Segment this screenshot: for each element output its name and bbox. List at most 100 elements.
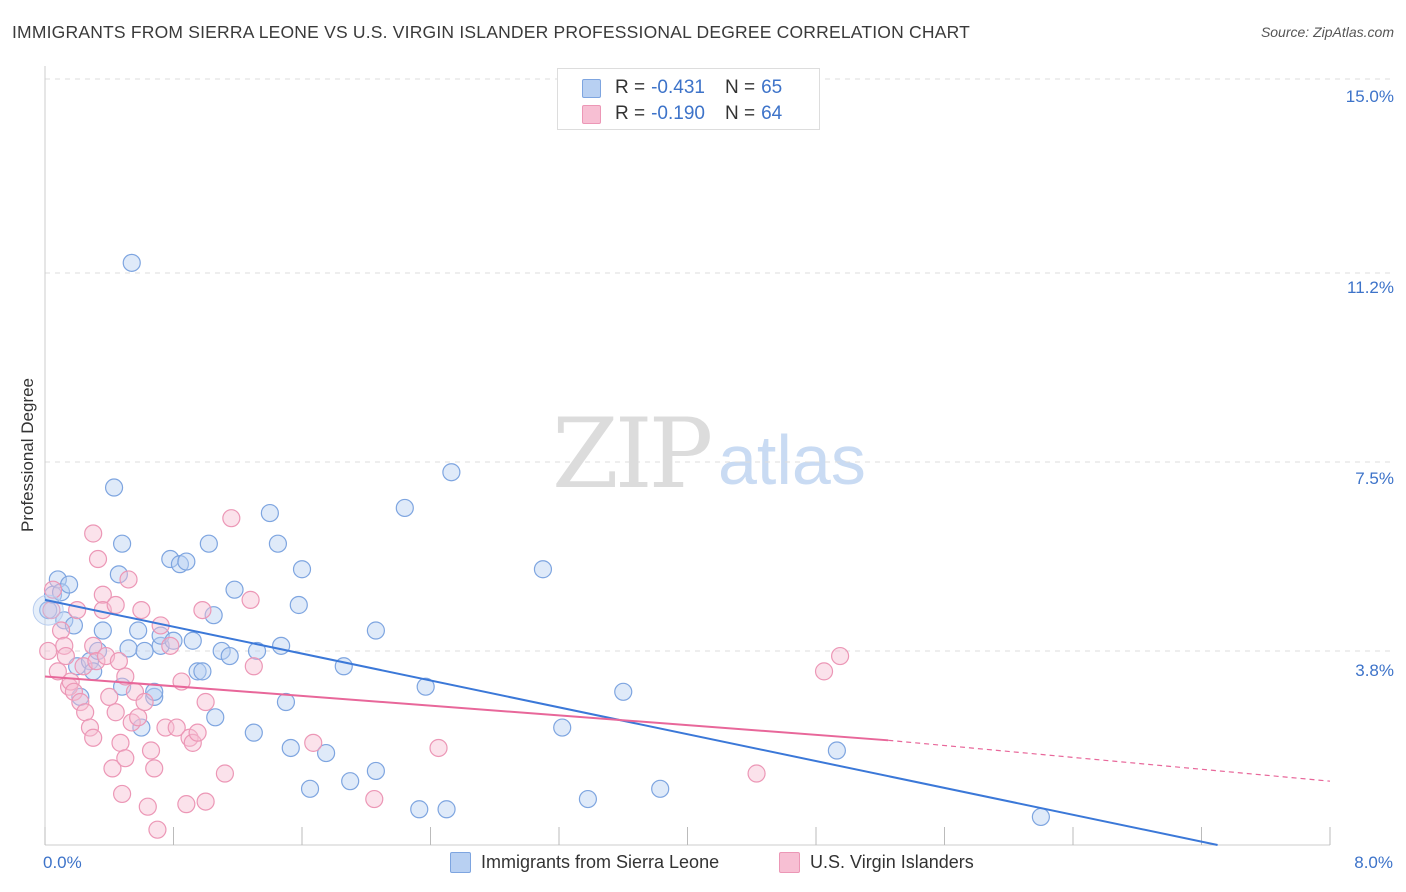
point-virgin-islanders xyxy=(112,784,132,804)
legend-n-value: 64 xyxy=(761,103,783,124)
point-virgin-islanders xyxy=(222,509,241,528)
point-sierra-leone xyxy=(225,580,244,599)
point-virgin-islanders xyxy=(196,792,215,811)
point-sierra-leone xyxy=(135,641,154,661)
legend-r-value: -0.431 xyxy=(651,77,705,98)
point-virgin-islanders xyxy=(304,733,323,752)
correlation-legend: R = -0.431 N = 65 R = -0.190 N = 64 xyxy=(557,68,820,130)
trendline-sierra-leone xyxy=(44,598,1218,846)
series-legend: Immigrants from Sierra Leone U.S. Virgin… xyxy=(0,852,1406,878)
point-virgin-islanders xyxy=(100,687,119,707)
point-sierra-leone xyxy=(442,463,461,482)
point-virgin-islanders xyxy=(830,646,850,666)
point-virgin-islanders xyxy=(39,641,58,661)
y-tick-label: 7.5% xyxy=(1355,469,1394,488)
point-virgin-islanders xyxy=(109,652,128,671)
point-virgin-islanders xyxy=(148,820,167,839)
watermark-atlas: atlas xyxy=(718,421,866,499)
point-sierra-leone xyxy=(410,800,429,819)
point-sierra-leone xyxy=(1031,807,1050,827)
point-sierra-leone xyxy=(276,692,296,712)
point-virgin-islanders xyxy=(135,692,154,712)
y-tick-label: 3.8% xyxy=(1355,661,1394,680)
point-virgin-islanders xyxy=(106,703,125,722)
point-virgin-islanders xyxy=(43,580,63,599)
point-sierra-leone xyxy=(55,611,74,630)
point-sierra-leone xyxy=(316,743,336,763)
point-sierra-leone xyxy=(292,560,312,579)
legend-r-label: R = xyxy=(615,77,646,98)
point-sierra-leone xyxy=(416,677,435,696)
legend-swatch-pink xyxy=(779,852,800,873)
point-virgin-islanders xyxy=(64,682,84,701)
x-tick-label: 0.0% xyxy=(43,853,82,872)
point-virgin-islanders xyxy=(429,738,448,758)
point-sierra-leone xyxy=(199,534,218,553)
point-virgin-islanders xyxy=(196,692,215,712)
legend-swatch-blue xyxy=(582,78,601,98)
legend-label: Immigrants from Sierra Leone xyxy=(481,852,720,872)
point-virgin-islanders xyxy=(93,585,112,604)
source-credit: Source: ZipAtlas.com xyxy=(1260,24,1394,40)
point-virgin-islanders xyxy=(76,703,95,722)
legend-row-sierra-leone: R = -0.431 N = 65 xyxy=(582,76,782,100)
point-sierra-leone xyxy=(260,503,279,523)
legend-r-label: R = xyxy=(615,103,646,124)
point-sierra-leone xyxy=(183,631,202,650)
legend-item-virgin-islanders[interactable]: U.S. Virgin Islanders xyxy=(779,852,974,873)
point-sierra-leone xyxy=(204,606,223,625)
chart-title: IMMIGRANTS FROM SIERRA LEONE VS U.S. VIR… xyxy=(12,22,970,42)
point-virgin-islanders xyxy=(141,741,161,760)
point-sierra-leone xyxy=(220,646,239,666)
point-virgin-islanders xyxy=(106,595,125,615)
point-virgin-islanders xyxy=(88,549,108,569)
point-virgin-islanders xyxy=(119,570,138,589)
point-virgin-islanders xyxy=(215,764,234,783)
point-sierra-leone xyxy=(341,772,360,791)
point-sierra-leone xyxy=(177,552,196,571)
legend-label: U.S. Virgin Islanders xyxy=(810,852,974,872)
point-virgin-islanders xyxy=(129,708,148,727)
point-virgin-islanders xyxy=(51,621,71,640)
point-sierra-leone xyxy=(268,534,288,553)
point-sierra-leone xyxy=(93,621,112,640)
point-virgin-islanders xyxy=(87,652,106,671)
point-sierra-leone xyxy=(300,779,320,798)
point-sierra-leone xyxy=(206,708,225,727)
point-sierra-leone xyxy=(193,662,212,681)
point-virgin-islanders xyxy=(145,759,164,778)
point-virgin-islanders xyxy=(244,657,263,676)
y-tick-label: 11.2% xyxy=(1347,278,1394,297)
y-tick-label: 15.0% xyxy=(1345,87,1394,106)
legend-row-virgin-islanders: R = -0.190 N = 64 xyxy=(582,102,782,126)
point-virgin-islanders xyxy=(116,749,135,768)
point-sierra-leone xyxy=(651,779,670,798)
legend-n-value: 65 xyxy=(761,77,783,98)
point-sierra-leone xyxy=(281,738,300,758)
point-sierra-leone xyxy=(366,761,385,781)
point-sierra-leone xyxy=(132,718,151,737)
legend-item-sierra-leone[interactable]: Immigrants from Sierra Leone xyxy=(450,852,719,873)
point-virgin-islanders xyxy=(80,718,100,737)
point-sierra-leone xyxy=(104,478,124,497)
point-virgin-islanders xyxy=(138,797,157,816)
x-tick-label: 8.0% xyxy=(1354,853,1393,872)
point-virgin-islanders xyxy=(84,728,103,747)
point-sierra-leone xyxy=(244,723,263,742)
point-sierra-leone xyxy=(614,682,633,701)
point-sierra-leone xyxy=(112,534,132,553)
point-virgin-islanders xyxy=(193,600,212,620)
point-sierra-leone xyxy=(145,687,164,707)
point-virgin-islanders xyxy=(167,718,186,737)
legend-n-label: N = xyxy=(724,103,756,124)
point-virgin-islanders xyxy=(161,636,180,655)
point-sierra-leone xyxy=(553,718,572,737)
point-sierra-leone xyxy=(109,565,128,584)
legend-n-label: N = xyxy=(724,77,756,98)
point-virgin-islanders xyxy=(48,662,67,681)
point-virgin-islanders xyxy=(68,600,87,620)
point-virgin-islanders xyxy=(747,764,766,783)
point-sierra-leone xyxy=(533,560,553,579)
point-sierra-leone xyxy=(129,621,148,640)
